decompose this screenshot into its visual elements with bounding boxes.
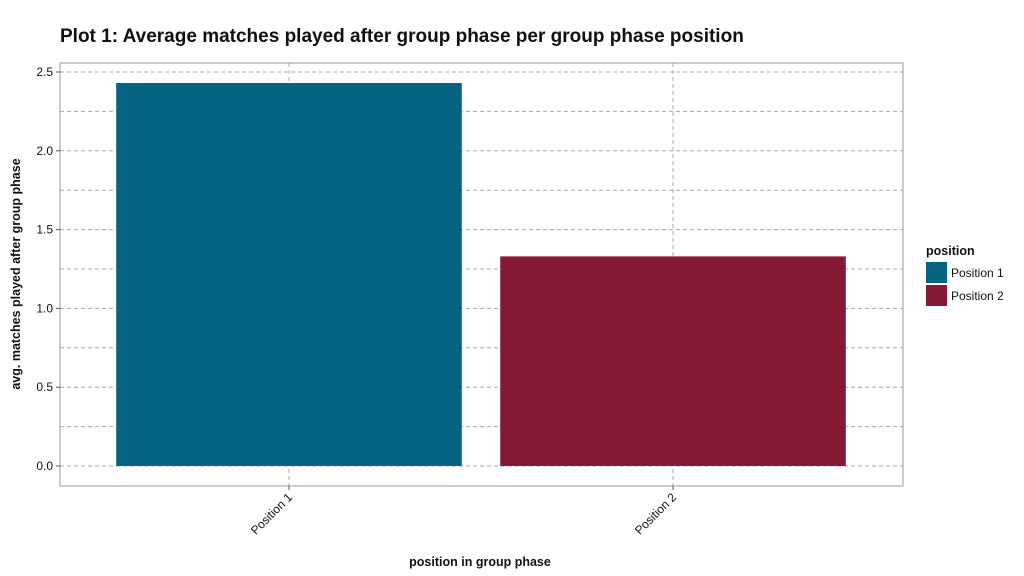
x-axis: Position 1 Position 2	[248, 486, 679, 537]
legend: position Position 1 Position 2	[926, 244, 1004, 306]
y-tick-label: 2.0	[36, 144, 53, 158]
x-tick-label: Position 1	[248, 490, 295, 537]
plot-panel	[59, 62, 904, 487]
legend-label: Position 1	[951, 266, 1004, 280]
y-axis: 0.0 0.5 1.0 1.5 2.0 2.5	[36, 65, 60, 473]
x-tick-label: Position 2	[632, 490, 679, 537]
y-tick-label: 1.5	[36, 223, 53, 237]
legend-title: position	[926, 244, 975, 258]
y-tick-label: 0.0	[36, 459, 53, 473]
y-tick-label: 2.5	[36, 65, 53, 79]
y-tick-label: 0.5	[36, 380, 53, 394]
legend-swatch	[926, 285, 947, 306]
legend-label: Position 2	[951, 289, 1004, 303]
legend-swatch	[926, 262, 947, 283]
chart-title: Plot 1: Average matches played after gro…	[60, 26, 744, 47]
bars	[116, 83, 846, 467]
y-tick-label: 1.0	[36, 301, 53, 315]
bar-position-2	[500, 256, 846, 466]
y-axis-title: avg. matches played after group phase	[9, 158, 23, 389]
bar-position-1	[116, 83, 462, 467]
x-axis-title: position in group phase	[409, 555, 551, 569]
